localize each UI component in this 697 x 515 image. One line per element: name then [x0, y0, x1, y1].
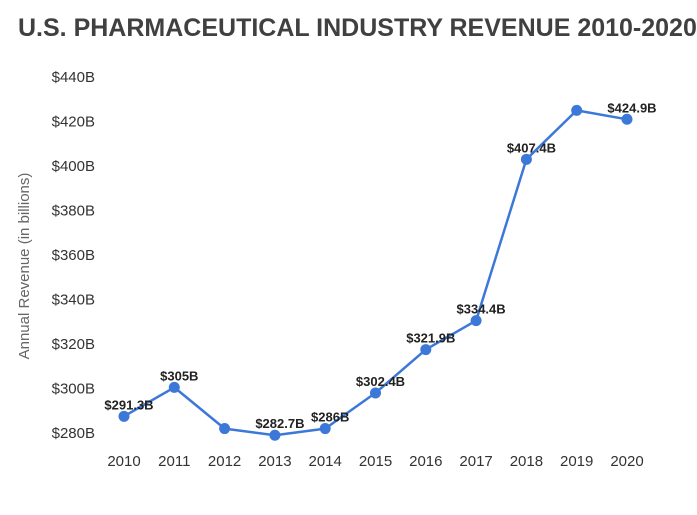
x-tick-label: 2010	[107, 453, 140, 470]
x-tick-label: 2012	[208, 453, 241, 470]
chart-title: U.S. PHARMACEUTICAL INDUSTRY REVENUE 201…	[18, 14, 697, 42]
data-label: $407.4B	[507, 140, 556, 155]
y-tick-label: $300B	[52, 381, 95, 398]
series-points	[118, 104, 633, 441]
data-point	[269, 429, 281, 441]
y-tick-label: $360B	[52, 247, 95, 264]
data-point	[571, 104, 583, 116]
data-point	[319, 423, 331, 435]
y-axis-title-group: Annual Revenue (in billions)	[16, 173, 33, 360]
y-tick-label: $340B	[52, 292, 95, 309]
data-point	[520, 153, 532, 165]
x-tick-label: 2020	[610, 453, 643, 470]
data-label: $282.7B	[255, 416, 304, 431]
data-point	[219, 423, 231, 435]
data-point	[370, 387, 381, 399]
data-labels: $291.3B $305B $282.7B $286B $302.4B $321.9B$3…	[104, 100, 656, 431]
data-label: $302.4B	[356, 374, 405, 389]
x-tick-label: 2019	[560, 453, 593, 470]
y-tick-label: $380B	[52, 203, 95, 220]
x-tick-label: 2015	[359, 453, 392, 470]
data-label: $321.9B	[406, 331, 455, 346]
data-point	[621, 113, 633, 125]
y-tick-label: $400B	[52, 158, 95, 175]
y-tick-label: $280B	[52, 425, 95, 442]
y-axis-title: Annual Revenue (in billions)	[16, 173, 33, 360]
x-tick-label: 2016	[409, 453, 442, 470]
data-point	[118, 410, 130, 422]
x-axis-ticks: 2010 2011 2012 2013 2014 2015 2016 2017 2018 2019…	[107, 453, 643, 470]
data-label: $286B	[311, 410, 349, 425]
x-tick-label: 2011	[158, 453, 190, 470]
y-tick-label: $420B	[52, 114, 95, 131]
x-tick-label: 2014	[309, 453, 342, 470]
x-tick-label: 2018	[510, 453, 543, 470]
data-point	[470, 315, 482, 327]
x-tick-label: 2017	[459, 453, 492, 470]
data-label: $424.9B	[607, 100, 656, 115]
y-tick-label: $440B	[52, 69, 95, 86]
x-tick-label: 2013	[258, 453, 291, 470]
data-point	[420, 344, 432, 356]
y-axis-ticks: $280B $300B $320B $340B $360B $380B $400B $420B…	[52, 69, 95, 442]
data-label: $334.4B	[457, 302, 506, 317]
data-label: $305B	[160, 368, 198, 383]
data-point	[168, 381, 180, 393]
data-label: $291.3B	[104, 397, 153, 412]
y-tick-label: $320B	[52, 336, 95, 353]
